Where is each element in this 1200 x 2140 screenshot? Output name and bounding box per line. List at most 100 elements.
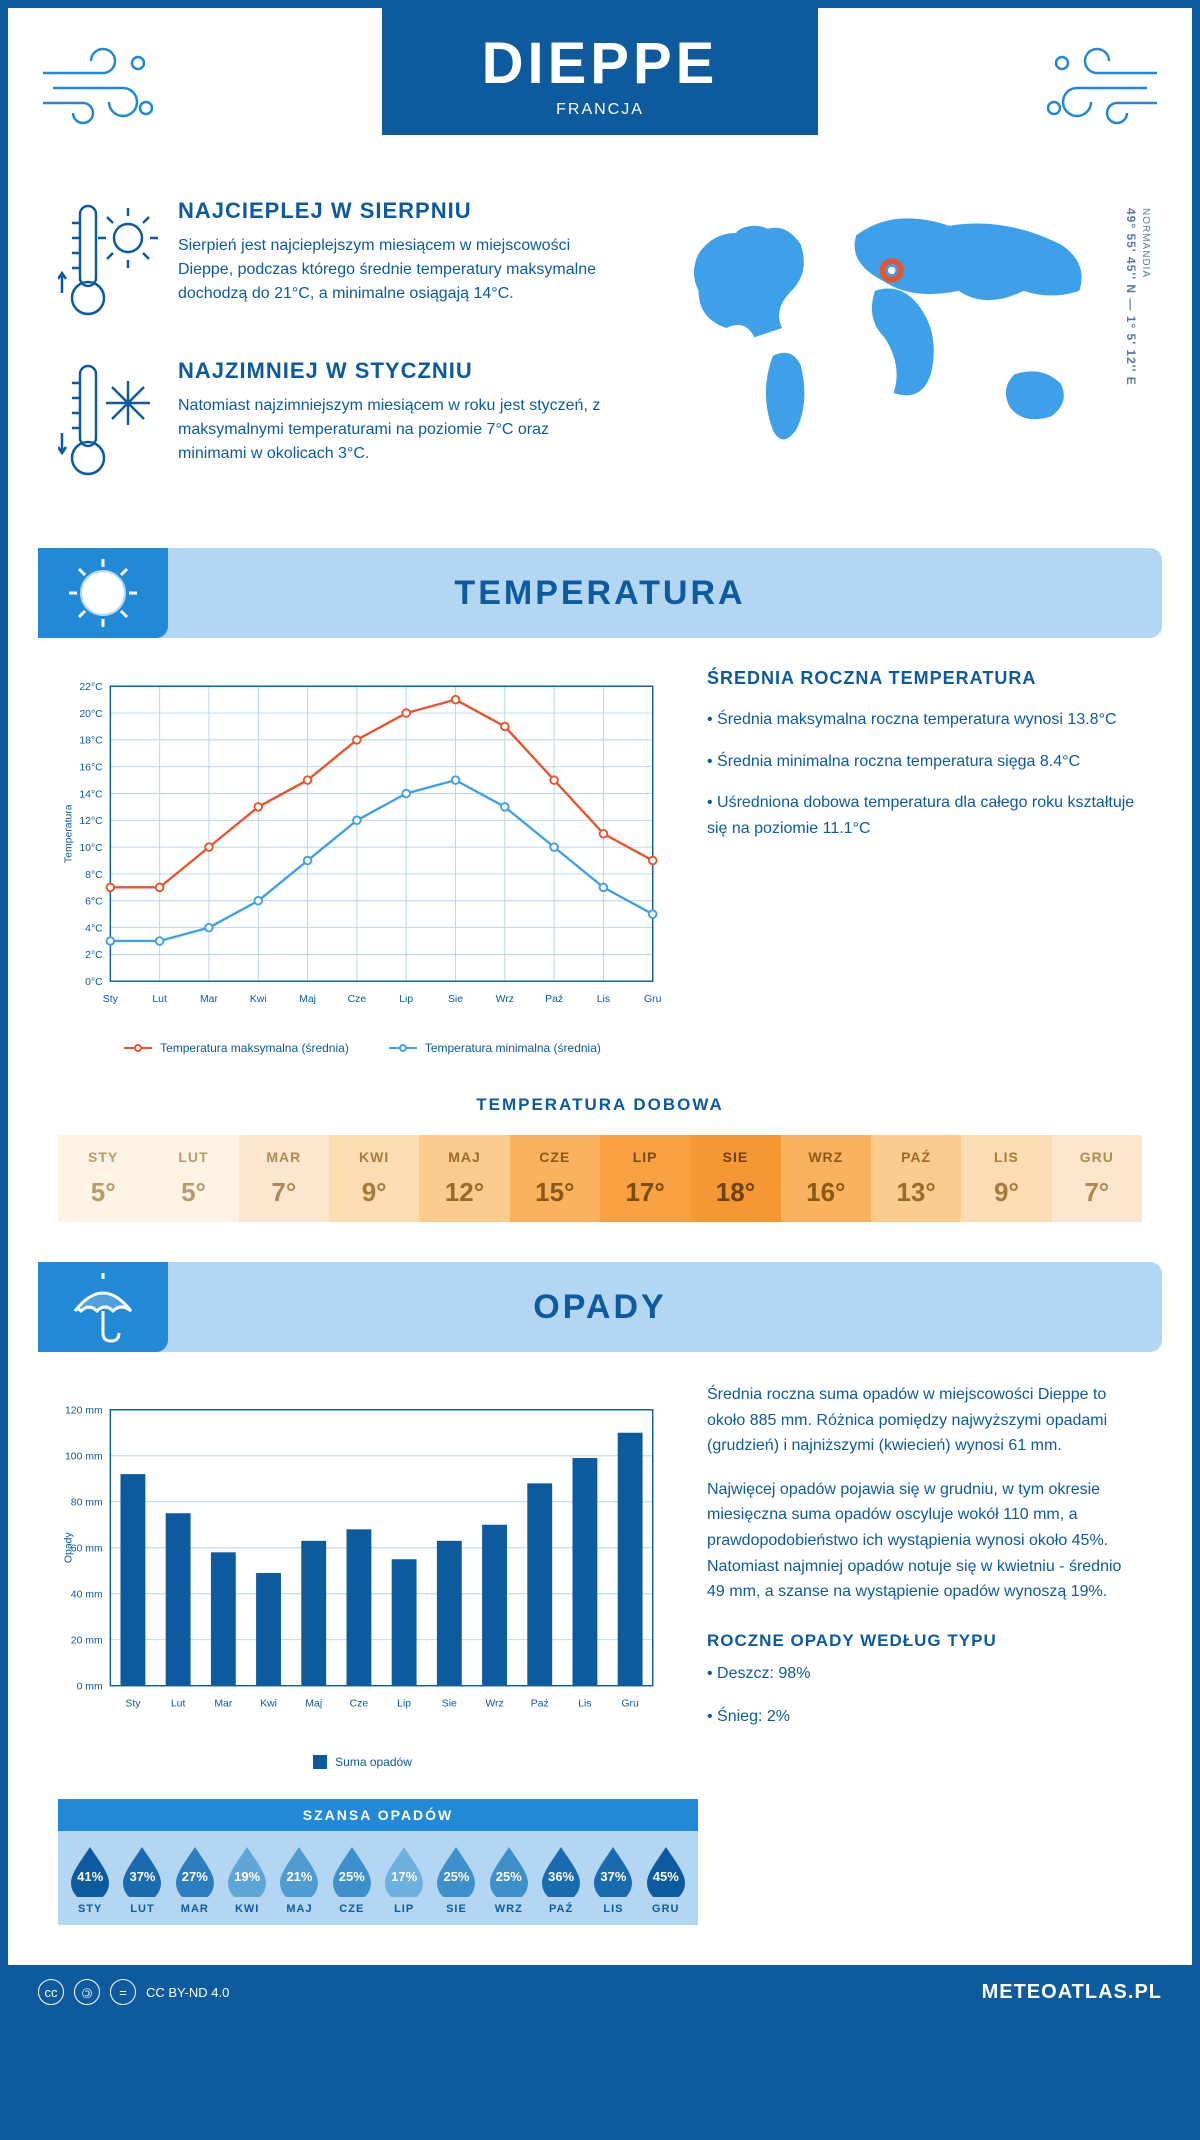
svg-text:Lip: Lip	[397, 1699, 411, 1710]
svg-text:Sty: Sty	[103, 994, 119, 1005]
svg-text:16°C: 16°C	[79, 762, 103, 773]
precipitation-banner: OPADY	[38, 1262, 1162, 1352]
svg-text:2°C: 2°C	[85, 950, 103, 961]
precip-paragraph-1: Średnia roczna suma opadów w miejscowośc…	[707, 1382, 1142, 1459]
annual-temp-bullet-1: • Średnia maksymalna roczna temperatura …	[707, 707, 1142, 733]
temperature-sidebar: ŚREDNIA ROCZNA TEMPERATURA • Średnia mak…	[707, 668, 1142, 1055]
svg-text:10°C: 10°C	[79, 843, 103, 854]
daily-temp-cell: KWI9°	[329, 1135, 419, 1222]
rain-chance-body: 41% STY 37% LUT 27% MAR 19% KWI 21% MAJ	[58, 1831, 698, 1925]
svg-text:Mar: Mar	[214, 1699, 233, 1710]
svg-text:Kwi: Kwi	[260, 1699, 277, 1710]
svg-text:Paź: Paź	[545, 994, 563, 1005]
intro-right: NORMANDIA 49° 55' 45'' N — 1° 5' 12'' E	[645, 198, 1142, 518]
daily-temp-cell: GRU7°	[1052, 1135, 1142, 1222]
svg-text:Lut: Lut	[152, 994, 167, 1005]
country-subtitle: FRANCJA	[482, 101, 719, 119]
rain-chance-cell: 37% LIS	[587, 1845, 639, 1915]
thermometer-sun-icon	[58, 198, 158, 328]
page: DIEPPE FRANCJA	[8, 8, 1192, 2019]
svg-text:0 mm: 0 mm	[77, 1682, 103, 1693]
daily-temp-title: TEMPERATURA DOBOWA	[58, 1095, 1142, 1115]
rain-chance-cell: 37% LUT	[116, 1845, 168, 1915]
svg-text:Temperatura: Temperatura	[63, 804, 74, 863]
temperature-banner: TEMPERATURA	[38, 548, 1162, 638]
sun-banner-icon	[38, 548, 168, 638]
nd-icon: =	[110, 1979, 136, 2005]
svg-text:Mar: Mar	[200, 994, 219, 1005]
precipitation-heading: OPADY	[533, 1288, 666, 1327]
daily-temp-cell: CZE15°	[510, 1135, 600, 1222]
svg-text:20°C: 20°C	[79, 709, 103, 720]
world-map	[645, 198, 1142, 458]
hottest-block: NAJCIEPLEJ W SIERPNIU Sierpień jest najc…	[58, 198, 605, 328]
header: DIEPPE FRANCJA	[8, 8, 1192, 178]
region-label: NORMANDIA	[1140, 208, 1151, 278]
city-title: DIEPPE	[482, 30, 719, 97]
svg-text:100 mm: 100 mm	[65, 1452, 103, 1463]
daily-temp-cell: LIP17°	[600, 1135, 690, 1222]
svg-text:120 mm: 120 mm	[65, 1406, 103, 1417]
precipitation-sidebar: Średnia roczna suma opadów w miejscowośc…	[707, 1382, 1142, 1769]
svg-text:80 mm: 80 mm	[71, 1498, 103, 1509]
daily-temp-cell: PAŹ13°	[871, 1135, 961, 1222]
svg-text:Wrz: Wrz	[496, 994, 514, 1005]
temperature-chart: 0°C2°C4°C6°C8°C10°C12°C14°C16°C18°C20°C2…	[58, 668, 667, 1055]
rain-chance-cell: 25% WRZ	[483, 1845, 535, 1915]
daily-temp-cell: WRZ16°	[781, 1135, 871, 1222]
daily-temp-cell: MAJ12°	[419, 1135, 509, 1222]
svg-text:22°C: 22°C	[79, 682, 103, 693]
annual-temp-title: ŚREDNIA ROCZNA TEMPERATURA	[707, 668, 1142, 689]
coordinates: NORMANDIA 49° 55' 45'' N — 1° 5' 12'' E	[1124, 208, 1152, 386]
precipitation-section: 0 mm20 mm40 mm60 mm80 mm100 mm120 mmOpad…	[8, 1352, 1192, 1789]
svg-text:Lis: Lis	[597, 994, 610, 1005]
svg-text:20 mm: 20 mm	[71, 1636, 103, 1647]
hottest-title: NAJCIEPLEJ W SIERPNIU	[178, 198, 605, 224]
rain-chance-cell: 21% MAJ	[273, 1845, 325, 1915]
daily-temp-cell: LIS9°	[961, 1135, 1051, 1222]
svg-text:Lut: Lut	[171, 1699, 186, 1710]
temperature-heading: TEMPERATURA	[454, 574, 745, 613]
svg-text:Paź: Paź	[531, 1699, 549, 1710]
rain-chance-cell: 19% KWI	[221, 1845, 273, 1915]
daily-temp-cell: LUT5°	[148, 1135, 238, 1222]
svg-text:Cze: Cze	[350, 1699, 369, 1710]
cc-icon: cc	[38, 1979, 64, 2005]
svg-text:8°C: 8°C	[85, 870, 103, 881]
svg-text:Gru: Gru	[621, 1699, 639, 1710]
coldest-title: NAJZIMNIEJ W STYCZNIU	[178, 358, 605, 384]
svg-text:Cze: Cze	[348, 994, 367, 1005]
svg-text:Gru: Gru	[644, 994, 662, 1005]
svg-text:0°C: 0°C	[85, 977, 103, 988]
hottest-text: NAJCIEPLEJ W SIERPNIU Sierpień jest najc…	[178, 198, 605, 328]
daily-temp-cell: STY5°	[58, 1135, 148, 1222]
svg-text:Lis: Lis	[578, 1699, 591, 1710]
annual-temp-bullet-2: • Średnia minimalna roczna temperatura s…	[707, 749, 1142, 775]
svg-text:Lip: Lip	[399, 994, 413, 1005]
daily-temp-section: TEMPERATURA DOBOWA STY5°LUT5°MAR7°KWI9°M…	[8, 1085, 1192, 1262]
svg-text:60 mm: 60 mm	[71, 1544, 103, 1555]
footer-license: cc 🄯 = CC BY-ND 4.0	[38, 1979, 229, 2005]
footer: cc 🄯 = CC BY-ND 4.0 METEOATLAS.PL	[8, 1965, 1192, 2019]
daily-temp-strip: STY5°LUT5°MAR7°KWI9°MAJ12°CZE15°LIP17°SI…	[58, 1135, 1142, 1222]
intro-section: NAJCIEPLEJ W SIERPNIU Sierpień jest najc…	[8, 178, 1192, 548]
svg-text:Sie: Sie	[448, 994, 463, 1005]
wind-icon-right	[1032, 33, 1162, 133]
daily-temp-cell: MAR7°	[239, 1135, 329, 1222]
svg-text:40 mm: 40 mm	[71, 1590, 103, 1601]
svg-text:18°C: 18°C	[79, 736, 103, 747]
precip-legend: Suma opadów	[58, 1755, 667, 1769]
coldest-text: NAJZIMNIEJ W STYCZNIU Natomiast najzimni…	[178, 358, 605, 488]
precip-type-title: ROCZNE OPADY WEDŁUG TYPU	[707, 1631, 1142, 1651]
rain-chance-cell: 36% PAŹ	[535, 1845, 587, 1915]
rain-chance-cell: 25% CZE	[326, 1845, 378, 1915]
coldest-block: NAJZIMNIEJ W STYCZNIU Natomiast najzimni…	[58, 358, 605, 488]
latlon-label: 49° 55' 45'' N — 1° 5' 12'' E	[1124, 208, 1138, 386]
temperature-section: 0°C2°C4°C6°C8°C10°C12°C14°C16°C18°C20°C2…	[8, 638, 1192, 1085]
svg-text:14°C: 14°C	[79, 789, 103, 800]
svg-text:12°C: 12°C	[79, 816, 103, 827]
precip-legend-label: Suma opadów	[335, 1755, 412, 1769]
rain-chance-cell: 41% STY	[64, 1845, 116, 1915]
precip-type-rain: • Deszcz: 98%	[707, 1661, 1142, 1687]
intro-left: NAJCIEPLEJ W SIERPNIU Sierpień jest najc…	[58, 198, 605, 518]
